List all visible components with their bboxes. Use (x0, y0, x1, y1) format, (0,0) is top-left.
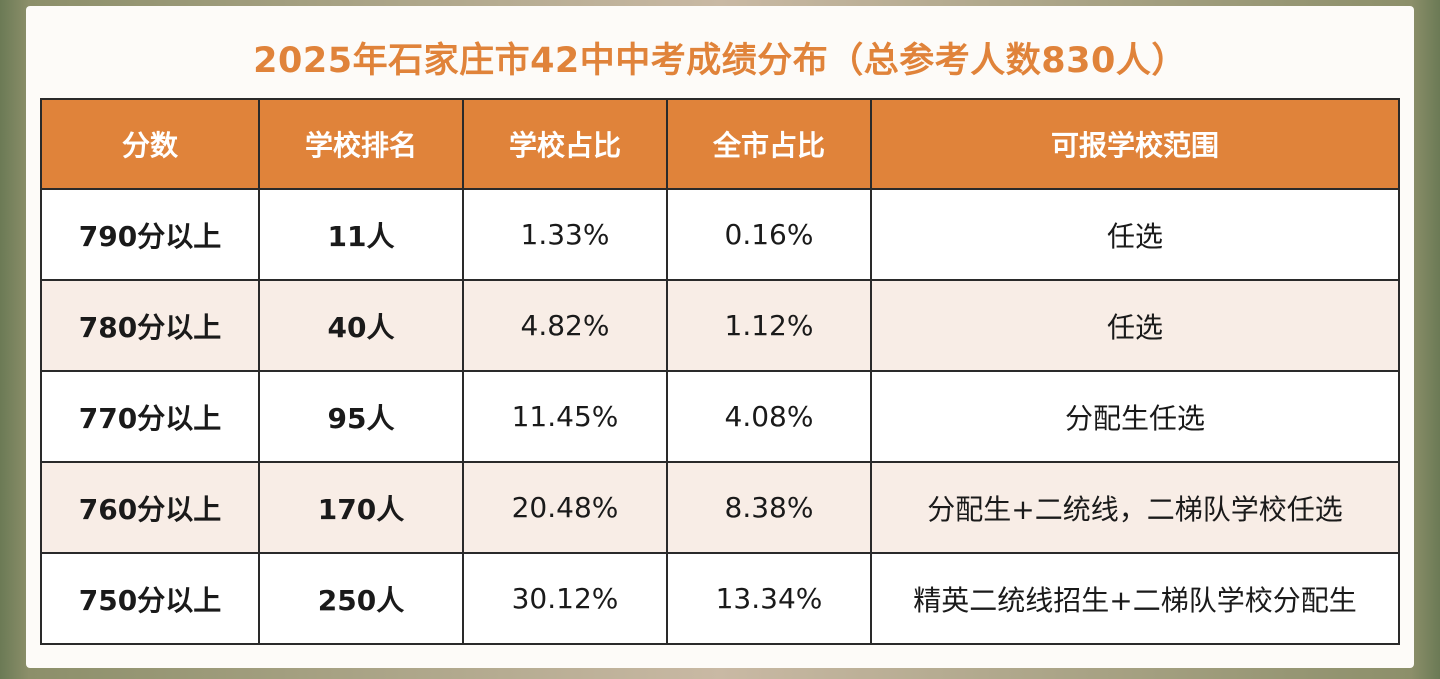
table-row: 790分以上 11人 1.33% 0.16% 任选 (40, 188, 1400, 281)
score-distribution-table: 分数 学校排名 学校占比 全市占比 可报学校范围 790分以上 11人 1.33… (40, 98, 1400, 645)
cell-school-percent: 20.48% (462, 461, 668, 554)
cell-scope: 分配生任选 (870, 370, 1400, 463)
table-row: 750分以上 250人 30.12% 13.34% 精英二统线招生+二梯队学校分… (40, 552, 1400, 645)
header-school-rank: 学校排名 (258, 98, 464, 190)
cell-rank: 250人 (258, 552, 464, 645)
table-row: 780分以上 40人 4.82% 1.12% 任选 (40, 279, 1400, 372)
header-city-percent: 全市占比 (666, 98, 872, 190)
cell-score: 760分以上 (40, 461, 260, 554)
cell-school-percent: 1.33% (462, 188, 668, 281)
cell-scope: 分配生+二统线，二梯队学校任选 (870, 461, 1400, 554)
cell-school-percent: 11.45% (462, 370, 668, 463)
cell-scope: 精英二统线招生+二梯队学校分配生 (870, 552, 1400, 645)
cell-rank: 170人 (258, 461, 464, 554)
cell-scope: 任选 (870, 279, 1400, 372)
cell-city-percent: 13.34% (666, 552, 872, 645)
header-score: 分数 (40, 98, 260, 190)
cell-rank: 11人 (258, 188, 464, 281)
cell-score: 790分以上 (40, 188, 260, 281)
cell-scope: 任选 (870, 188, 1400, 281)
page-title: 2025年石家庄市42中中考成绩分布（总参考人数830人） (253, 41, 1187, 81)
cell-city-percent: 1.12% (666, 279, 872, 372)
cell-city-percent: 0.16% (666, 188, 872, 281)
table-row: 770分以上 95人 11.45% 4.08% 分配生任选 (40, 370, 1400, 463)
cell-rank: 40人 (258, 279, 464, 372)
cell-school-percent: 30.12% (462, 552, 668, 645)
table-header-row: 分数 学校排名 学校占比 全市占比 可报学校范围 (40, 98, 1400, 190)
header-school-percent: 学校占比 (462, 98, 668, 190)
table-row: 760分以上 170人 20.48% 8.38% 分配生+二统线，二梯队学校任选 (40, 461, 1400, 554)
header-school-scope: 可报学校范围 (870, 98, 1400, 190)
cell-city-percent: 4.08% (666, 370, 872, 463)
cell-rank: 95人 (258, 370, 464, 463)
cell-score: 750分以上 (40, 552, 260, 645)
cell-score: 770分以上 (40, 370, 260, 463)
cell-school-percent: 4.82% (462, 279, 668, 372)
cell-score: 780分以上 (40, 279, 260, 372)
cell-city-percent: 8.38% (666, 461, 872, 554)
